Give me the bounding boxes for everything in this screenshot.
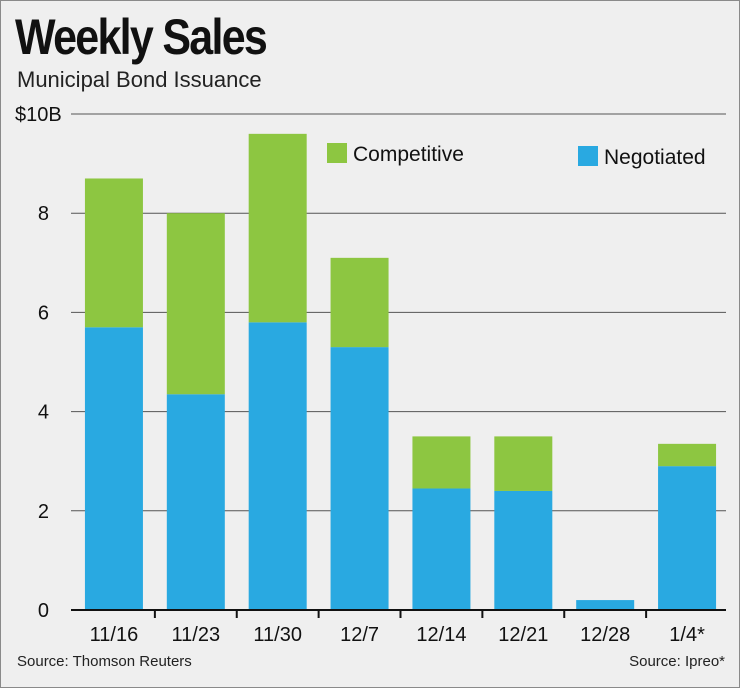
bar-competitive <box>330 257 389 348</box>
legend: Competitive Negotiated <box>327 143 706 169</box>
legend-swatch-competitive <box>327 143 347 163</box>
bar-negotiated <box>658 466 717 610</box>
y-tick-label: 0 <box>38 600 49 622</box>
x-tick-label: 11/30 <box>253 624 302 646</box>
bar-negotiated <box>576 600 635 610</box>
y-tick-label: 8 <box>38 203 49 225</box>
bar-negotiated <box>412 488 471 610</box>
source-note-right: Source: Ipreo* <box>629 653 725 670</box>
x-tick-label: 12/7 <box>340 624 379 646</box>
bar-competitive <box>248 133 307 323</box>
bar-competitive <box>412 436 471 489</box>
chart-title: Weekly Sales <box>15 9 268 65</box>
source-note-left: Source: Thomson Reuters <box>17 653 192 670</box>
legend-label-competitive: Competitive <box>353 143 464 166</box>
y-axis-ticks: 0 2 4 6 8 $10B <box>15 104 62 622</box>
legend-swatch-negotiated <box>578 146 598 166</box>
bar-negotiated <box>330 347 389 610</box>
x-tick-label: 12/28 <box>580 624 630 646</box>
x-tick-label: 11/16 <box>90 624 139 646</box>
x-tick-label: 12/21 <box>498 624 548 646</box>
chart-subtitle: Municipal Bond Issuance <box>17 67 262 92</box>
bar-negotiated <box>494 490 553 610</box>
x-tick-label: 1/4* <box>669 624 705 646</box>
bar-competitive <box>166 213 225 395</box>
x-tick-label: 12/14 <box>416 624 466 646</box>
legend-label-negotiated: Negotiated <box>604 146 706 169</box>
y-tick-label: 2 <box>38 501 49 523</box>
x-tick-label: 11/23 <box>172 624 221 646</box>
bar-negotiated <box>166 394 225 610</box>
y-tick-label: $10B <box>15 104 62 126</box>
bar-competitive <box>658 443 717 467</box>
bars <box>84 133 717 610</box>
y-tick-label: 4 <box>38 402 49 424</box>
bar-negotiated <box>84 327 143 610</box>
x-axis-ticks: 11/16 11/23 11/30 12/7 12/14 12/21 12/28 1/4* <box>90 610 705 646</box>
y-tick-label: 6 <box>38 302 49 324</box>
bar-competitive <box>84 178 143 328</box>
bar-negotiated <box>248 322 307 610</box>
bar-competitive <box>494 436 553 491</box>
